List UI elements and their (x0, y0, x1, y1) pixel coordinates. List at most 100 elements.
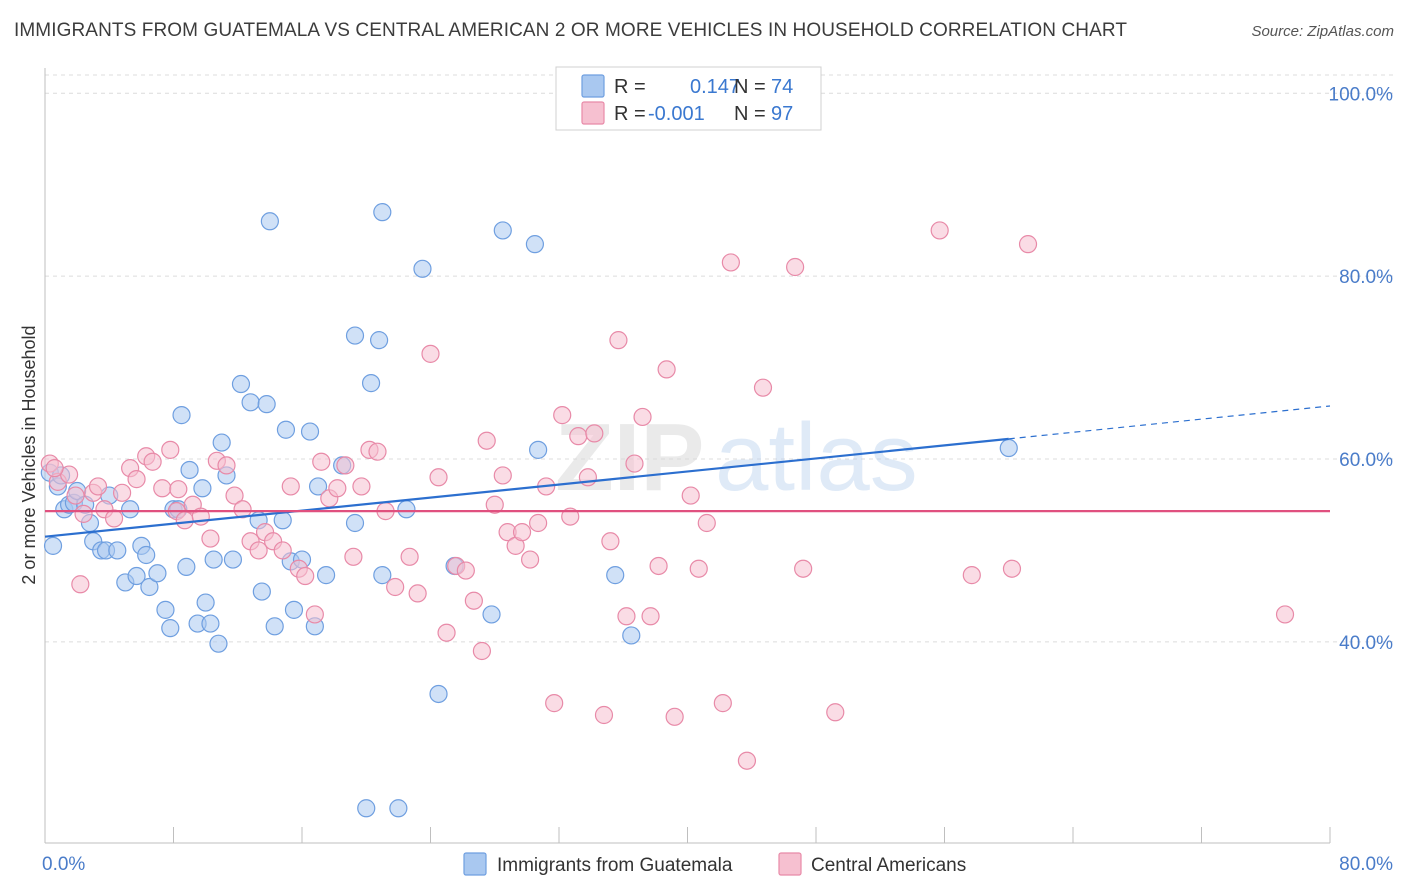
point-guatemala (209, 634, 228, 653)
tick-labels: 40.0% 60.0% 80.0% 100.0% 0.0% 80.0% (42, 84, 1393, 875)
legend-r-value: 0.147 (690, 76, 740, 98)
point-guatemala (525, 235, 545, 254)
point-central-americans (641, 607, 660, 626)
trend-line-guatemala (44, 437, 1009, 538)
point-guatemala (140, 577, 159, 597)
point-guatemala (622, 626, 641, 645)
chart-title: IMMIGRANTS FROM GUATEMALA VS CENTRAL AME… (14, 20, 1128, 41)
point-guatemala (529, 440, 548, 459)
legend-r-label: R = (614, 103, 646, 125)
point-central-americans (665, 707, 684, 726)
data-points (40, 203, 1295, 818)
point-guatemala (493, 221, 512, 240)
point-guatemala (413, 259, 432, 278)
point-guatemala (223, 550, 243, 569)
legend-r-value: -0.001 (648, 103, 705, 125)
legend-n-value: 97 (771, 103, 793, 125)
point-central-americans (225, 486, 244, 505)
point-central-americans (71, 575, 90, 594)
point-central-americans (281, 477, 300, 496)
point-guatemala (373, 566, 392, 585)
point-guatemala (260, 212, 279, 231)
point-central-americans (112, 483, 132, 502)
point-central-americans (429, 468, 448, 487)
point-central-americans (737, 751, 757, 770)
point-central-americans (601, 532, 620, 551)
point-central-americans (169, 480, 188, 499)
point-guatemala (316, 566, 336, 585)
point-central-americans (1002, 559, 1022, 578)
point-central-americans (477, 431, 496, 450)
bottom-legend-swatch-guatemala (463, 852, 487, 876)
point-central-americans (386, 577, 405, 597)
point-guatemala (193, 479, 212, 498)
point-central-americans (553, 406, 572, 425)
legend-swatch-guatemala (581, 74, 605, 98)
y-tick-label: 100.0% (1329, 84, 1394, 105)
bottom-legend-label: Immigrants from Guatemala (497, 855, 733, 876)
point-central-americans (512, 523, 532, 542)
point-central-americans (930, 221, 949, 240)
legend: R = 0.147 N = 74 R = -0.001 N = 97 (555, 66, 822, 131)
point-guatemala (361, 374, 381, 393)
point-guatemala (257, 395, 276, 414)
point-guatemala (345, 513, 365, 533)
point-central-americans (437, 623, 456, 642)
point-central-americans (296, 566, 315, 586)
point-guatemala (201, 614, 220, 633)
point-central-americans (697, 513, 716, 533)
bottom-legend-label: Central Americans (811, 855, 966, 876)
point-central-americans (689, 559, 708, 578)
legend-n-label: N = (734, 103, 766, 125)
point-central-americans (520, 550, 540, 569)
point-guatemala (177, 557, 196, 576)
point-central-americans (408, 584, 427, 603)
point-guatemala (429, 684, 448, 704)
point-central-americans (249, 541, 268, 560)
point-guatemala (196, 593, 215, 612)
point-central-americans (161, 440, 180, 459)
point-central-americans (493, 466, 512, 485)
point-central-americans (344, 547, 363, 566)
point-central-americans (464, 591, 483, 610)
point-guatemala (345, 326, 365, 345)
point-central-americans (143, 452, 162, 471)
point-central-americans (472, 641, 491, 661)
point-guatemala (172, 406, 191, 425)
point-guatemala (300, 422, 320, 441)
point-central-americans (368, 442, 387, 461)
point-guatemala (156, 600, 175, 619)
point-central-americans (400, 547, 419, 566)
point-guatemala (370, 331, 389, 350)
y-tick-label: 80.0% (1339, 267, 1393, 288)
point-guatemala (265, 617, 284, 636)
point-central-americans (753, 378, 773, 397)
point-guatemala (273, 511, 292, 530)
watermark: ZIP atlas (555, 404, 918, 511)
point-central-americans (529, 513, 548, 533)
point-guatemala (204, 550, 223, 569)
x-tick-label: 80.0% (1339, 854, 1393, 875)
point-central-americans (153, 479, 172, 498)
point-central-americans (217, 456, 236, 475)
legend-n-label: N = (734, 76, 766, 98)
point-guatemala (127, 566, 146, 586)
point-central-americans (609, 331, 628, 350)
point-central-americans (456, 561, 475, 580)
point-central-americans (175, 511, 194, 530)
point-central-americans (312, 452, 331, 471)
y-tick-label: 40.0% (1339, 633, 1393, 654)
point-central-americans (233, 500, 252, 519)
point-central-americans (74, 504, 93, 523)
source-label: Source: ZipAtlas.com (1251, 23, 1394, 40)
point-guatemala (999, 438, 1018, 458)
x-tick-label: 0.0% (42, 854, 85, 875)
point-central-americans (594, 705, 614, 725)
point-central-americans (201, 529, 220, 548)
point-guatemala (148, 564, 167, 583)
point-central-americans (545, 694, 564, 713)
point-guatemala (606, 566, 625, 585)
point-guatemala (212, 433, 231, 452)
point-central-americans (421, 344, 440, 363)
point-guatemala (276, 420, 296, 439)
